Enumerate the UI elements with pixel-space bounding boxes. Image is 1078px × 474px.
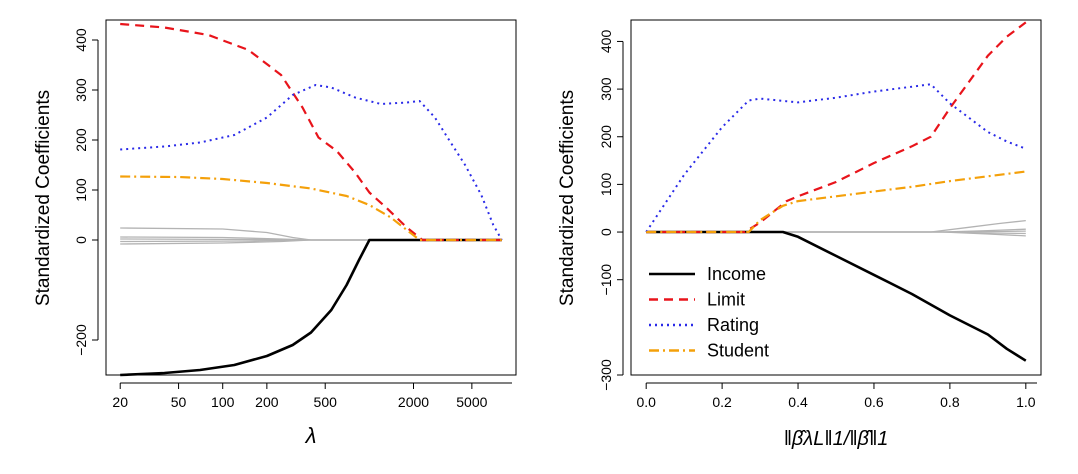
series-line-limit: [646, 21, 1027, 234]
plot-frame: [105, 19, 517, 376]
series-line-rating: [120, 84, 503, 241]
plot-frame: [630, 19, 1042, 376]
series-line-other-4: [646, 219, 1026, 233]
y-tick-label: 0: [598, 228, 614, 236]
y-tick-label: 400: [73, 28, 89, 52]
x-tick-label: 5000: [456, 394, 487, 410]
right-panel: 0.0 0.2 0.4 0.6 0.8 1.0 −300 −100 0 100 200 300 400…: [557, 19, 1042, 450]
y-tick-label: 200: [598, 125, 614, 149]
series-line-student: [120, 175, 502, 242]
y-tick-label: −100: [598, 264, 614, 296]
series-layer: [120, 22, 503, 377]
y-tick-label: 400: [598, 30, 614, 54]
x-axis: 0.0 0.2 0.4 0.6 0.8 1.0: [636, 382, 1037, 410]
y-tick-label: 100: [598, 173, 614, 197]
x-tick-label: 500: [314, 394, 338, 410]
series-line-limit: [120, 22, 502, 242]
y-tick-label: 300: [598, 77, 614, 101]
legend-label-student: Student: [707, 341, 769, 361]
legend-label-rating: Rating: [707, 315, 759, 335]
series-line-income: [646, 230, 1027, 362]
legend: Income Limit Rating Student: [649, 264, 769, 361]
y-tick-label: 0: [73, 236, 89, 244]
x-axis-title: ‖β̂λL‖1/‖β̂‖1: [784, 428, 889, 450]
x-tick-label: 100: [211, 394, 235, 410]
x-tick-label: 0.8: [940, 394, 960, 410]
y-tick-label: 200: [73, 128, 89, 152]
series-line-other-4: [120, 227, 502, 241]
legend-label-income: Income: [707, 264, 766, 284]
x-axis-title: λ: [305, 423, 317, 448]
x-tick-label: 2000: [398, 394, 429, 410]
y-tick-label: 100: [73, 178, 89, 202]
left-panel: 20 50 100 200 500 2000 5000 −2000100200300400 …: [33, 19, 517, 448]
x-tick-label: 0.4: [788, 394, 808, 410]
series-line-student: [646, 170, 1026, 234]
x-tick-label: 0.6: [864, 394, 884, 410]
x-tick-label: 200: [255, 394, 279, 410]
x-tick-label: 0.2: [712, 394, 732, 410]
x-tick-label: 0.0: [636, 394, 656, 410]
y-tick-label: −200: [73, 324, 89, 356]
series-line-income: [120, 238, 502, 377]
y-axis: −300 −100 0 100 200 300 400: [598, 30, 624, 391]
y-axis: −200 0 100 200 300 400: [73, 28, 99, 356]
y-axis-title: Standardized Coefficients: [33, 90, 54, 306]
series-layer: [645, 21, 1027, 362]
x-tick-label: 50: [171, 394, 187, 410]
series-line-other-8: [646, 231, 1026, 237]
x-axis: 20 50 100 200 500 2000 5000: [112, 382, 512, 410]
x-tick-label: 20: [112, 394, 128, 410]
x-tick-label: 1.0: [1016, 394, 1036, 410]
y-tick-label: 300: [73, 78, 89, 102]
series-line-rating: [645, 83, 1027, 233]
y-tick-label: −300: [598, 359, 614, 391]
y-axis-title: Standardized Coefficients: [557, 90, 578, 306]
legend-label-limit: Limit: [707, 290, 745, 310]
